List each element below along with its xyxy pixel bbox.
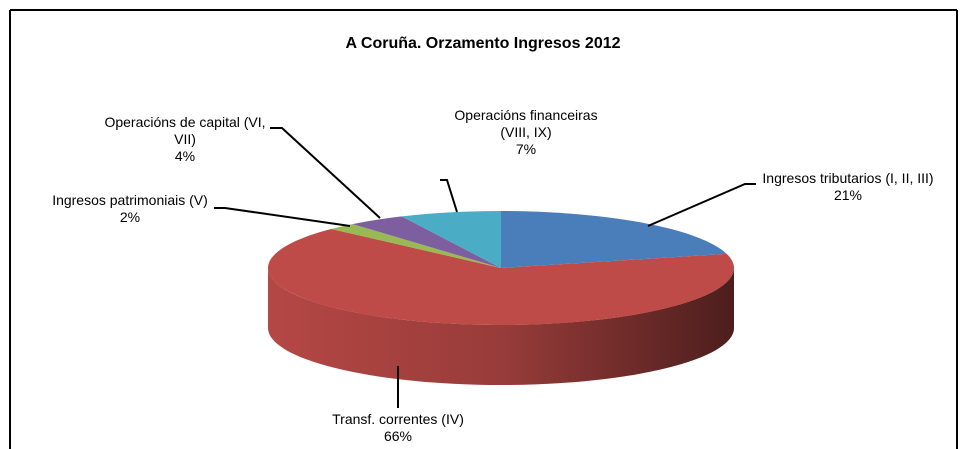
pie-tops: [267, 211, 734, 326]
label-value: 21%: [833, 187, 863, 203]
label-value: 2%: [119, 209, 141, 225]
label-value: 7%: [515, 141, 537, 157]
label-name: Operacións de capital (VI, VII): [104, 114, 266, 147]
label-name: Operacións financeiras (VIII, IX): [454, 107, 598, 140]
slice: [267, 228, 734, 326]
slice: [352, 216, 501, 268]
data-label: Operacións de capital (VI, VII) 4%: [93, 114, 278, 165]
slice: [501, 211, 727, 268]
slice-side-shade: [268, 268, 734, 385]
label-name: Ingresos tributarios (I, II, III): [762, 170, 934, 186]
pie-sides: [268, 268, 734, 385]
leader-lines: [214, 127, 756, 408]
data-label: Operacións financeiras (VIII, IX) 7%: [451, 107, 601, 158]
data-label: Ingresos patrimoniais (V) 2%: [41, 192, 219, 226]
chart-title: A Coruña. Orzamento Ingresos 2012: [345, 35, 621, 52]
slice: [331, 224, 501, 268]
label-name: Transf. correntes (IV): [332, 411, 464, 427]
label-value: 4%: [174, 148, 196, 164]
label-name: Ingresos patrimoniais (V): [52, 192, 208, 208]
slice: [401, 211, 501, 268]
frame: [9, 9, 958, 449]
label-value: 66%: [383, 428, 413, 444]
data-label: Transf. correntes (IV) 66%: [288, 411, 508, 445]
data-label: Ingresos tributarios (I, II, III) 21%: [762, 170, 934, 204]
